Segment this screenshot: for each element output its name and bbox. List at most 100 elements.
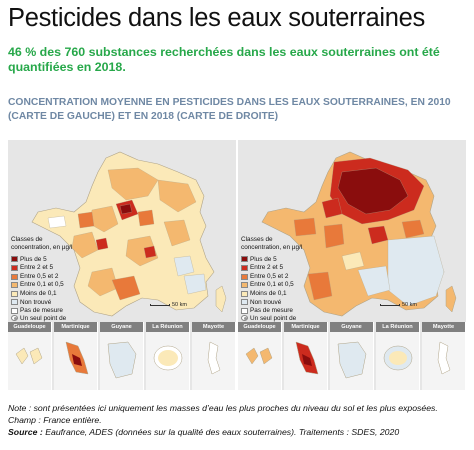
scale-label: 50 km bbox=[172, 302, 187, 308]
legend-label: Pas de mesure bbox=[20, 307, 63, 315]
territory-label: Mayotte bbox=[422, 322, 465, 332]
region-patches-2018 bbox=[293, 157, 445, 307]
maps-section-title: Concentration moyenne en pesticides dans… bbox=[8, 97, 451, 122]
legend-label: Entre 0,5 et 2 bbox=[20, 272, 59, 280]
legend-item: Plus de 5 bbox=[241, 255, 313, 264]
legend-label: Entre 0,1 et 0,5 bbox=[250, 281, 294, 289]
mayotte-shape bbox=[437, 341, 451, 375]
territory-guyane: Guyane bbox=[100, 322, 144, 390]
legend-label: Plus de 5 bbox=[250, 255, 277, 263]
legend-swatch bbox=[11, 256, 18, 263]
legend-title: Classes de concentration, en µg/l bbox=[11, 236, 73, 251]
legend-swatch bbox=[11, 265, 18, 272]
legend-swatch bbox=[241, 282, 248, 289]
legend-item: Entre 2 et 5 bbox=[11, 264, 83, 273]
footer-champ: Champ : France entière. bbox=[8, 414, 102, 425]
legend-label: Plus de 5 bbox=[20, 255, 47, 263]
legend-swatch bbox=[241, 265, 248, 272]
legend-label: Moins de 0,1 bbox=[20, 290, 57, 298]
legend-swatch bbox=[11, 273, 18, 280]
legend-swatch bbox=[241, 308, 248, 315]
legend-item: Plus de 5 bbox=[11, 255, 83, 264]
legend-2010: Classes de concentration, en µg/l Plus d… bbox=[11, 236, 83, 330]
legend-label: Pas de mesure bbox=[250, 307, 293, 315]
france-map-2018 bbox=[261, 151, 457, 317]
legend-swatch bbox=[11, 299, 18, 306]
guadeloupe-shape bbox=[245, 347, 273, 365]
legend-label: Non trouvé bbox=[250, 298, 282, 306]
territory-mayotte: Mayotte bbox=[422, 322, 466, 390]
legend-label: Non trouvé bbox=[20, 298, 52, 306]
territory-label: La Réunion bbox=[146, 322, 189, 332]
legend-swatch bbox=[11, 308, 18, 315]
footer-source: Source : Eaufrance, ADES (données sur la… bbox=[8, 427, 470, 439]
legend-item: Entre 0,1 et 0,5 bbox=[11, 281, 83, 290]
legend-item: Non trouvé bbox=[241, 298, 313, 307]
scale-bar-2010: 50 km bbox=[150, 302, 187, 308]
single-point-icon bbox=[11, 315, 18, 322]
territory-label: Guadeloupe bbox=[238, 322, 281, 332]
territory-label: La Réunion bbox=[376, 322, 419, 332]
legend-label: Entre 2 et 5 bbox=[250, 264, 284, 272]
legend-label: Entre 2 et 5 bbox=[20, 264, 54, 272]
page-title: Pesticides dans les eaux souterraines bbox=[8, 4, 425, 32]
guyane-shape bbox=[107, 341, 137, 379]
legend-swatch bbox=[241, 290, 248, 297]
territory-guyane: Guyane bbox=[330, 322, 374, 390]
reunion-shape bbox=[153, 345, 183, 371]
legend-swatch bbox=[11, 290, 18, 297]
scale-bar-2018: 50 km bbox=[380, 302, 417, 308]
territory-martinique: Martinique bbox=[54, 322, 98, 390]
territory-martinique: Martinique bbox=[284, 322, 328, 390]
territory-la-reunion: La Réunion bbox=[376, 322, 420, 390]
legend-label: Moins de 0,1 bbox=[250, 290, 287, 298]
territory-guadeloupe: Guadeloupe bbox=[8, 322, 52, 390]
legend-item: Pas de mesure bbox=[11, 307, 83, 316]
legend-item: Entre 0,5 et 2 bbox=[241, 272, 313, 281]
reunion-shape bbox=[383, 345, 413, 371]
key-figure-subtitle: 46 % des 760 substances recherchées dans… bbox=[8, 45, 440, 74]
region-patches-2010 bbox=[47, 167, 207, 301]
legend-label: Entre 0,1 et 0,5 bbox=[20, 281, 64, 289]
guyane-shape bbox=[337, 341, 367, 379]
france-map-2010 bbox=[31, 151, 227, 317]
legend-item: Moins de 0,1 bbox=[11, 290, 83, 299]
corsica-2018 bbox=[445, 285, 457, 313]
legend-item: Pas de mesure bbox=[241, 307, 313, 316]
overseas-territories-2010: Guadeloupe Martinique Guyane La Réunion … bbox=[8, 322, 236, 390]
legend-swatch bbox=[241, 256, 248, 263]
legend-2018: Classes de concentration, en µg/l Plus d… bbox=[241, 236, 313, 330]
source-text: Eaufrance, ADES (données sur la qualité … bbox=[45, 426, 400, 437]
legend-swatch bbox=[11, 282, 18, 289]
legend-item: Non trouvé bbox=[11, 298, 83, 307]
source-label: Source : bbox=[8, 426, 43, 437]
martinique-shape bbox=[295, 341, 319, 375]
map-panel-2018: Classes de concentration, en µg/l Plus d… bbox=[238, 140, 466, 390]
single-point-icon bbox=[241, 315, 248, 322]
footer-note: Note : sont présentées ici uniquement le… bbox=[8, 403, 438, 413]
territory-guadeloupe: Guadeloupe bbox=[238, 322, 282, 390]
legend-swatch bbox=[241, 273, 248, 280]
legend-title: Classes de concentration, en µg/l bbox=[241, 236, 303, 251]
footer-notes: Note : sont présentées ici uniquement le… bbox=[8, 403, 470, 438]
territory-label: Guadeloupe bbox=[8, 322, 51, 332]
legend-swatch bbox=[241, 299, 248, 306]
map-panel-2010: Classes de concentration, en µg/l Plus d… bbox=[8, 140, 236, 390]
legend-item: Entre 0,5 et 2 bbox=[11, 272, 83, 281]
mayotte-shape bbox=[207, 341, 221, 375]
territory-label: Martinique bbox=[284, 322, 327, 332]
guadeloupe-shape bbox=[15, 347, 43, 365]
territory-la-reunion: La Réunion bbox=[146, 322, 190, 390]
corsica-2010 bbox=[215, 285, 227, 313]
territory-label: Guyane bbox=[100, 322, 143, 332]
territory-mayotte: Mayotte bbox=[192, 322, 236, 390]
territory-label: Martinique bbox=[54, 322, 97, 332]
territory-label: Mayotte bbox=[192, 322, 235, 332]
legend-item: Entre 2 et 5 bbox=[241, 264, 313, 273]
martinique-shape bbox=[65, 341, 89, 375]
legend-item: Entre 0,1 et 0,5 bbox=[241, 281, 313, 290]
overseas-territories-2018: Guadeloupe Martinique Guyane La Réunion … bbox=[238, 322, 466, 390]
scale-label: 50 km bbox=[402, 302, 417, 308]
legend-item: Moins de 0,1 bbox=[241, 290, 313, 299]
territory-label: Guyane bbox=[330, 322, 373, 332]
